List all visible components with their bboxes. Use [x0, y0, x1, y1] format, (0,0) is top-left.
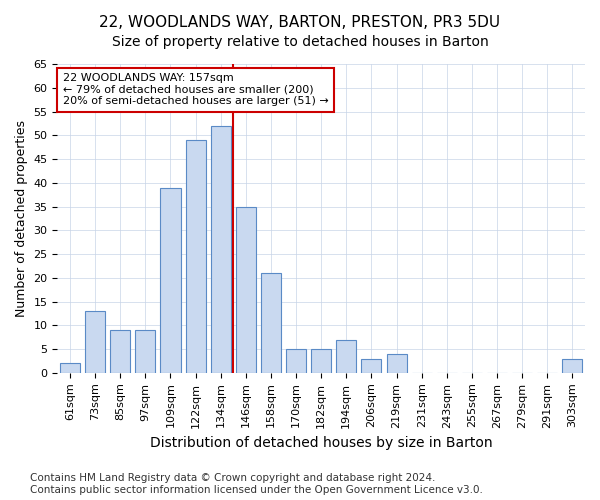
Bar: [160, 188, 181, 373]
Text: Contains HM Land Registry data © Crown copyright and database right 2024.
Contai: Contains HM Land Registry data © Crown c…: [30, 474, 483, 495]
Bar: [286, 349, 306, 373]
Bar: [110, 330, 130, 373]
Bar: [562, 358, 583, 373]
Bar: [85, 311, 105, 373]
Bar: [60, 364, 80, 373]
Bar: [261, 273, 281, 373]
Text: 22 WOODLANDS WAY: 157sqm
← 79% of detached houses are smaller (200)
20% of semi-: 22 WOODLANDS WAY: 157sqm ← 79% of detach…: [62, 74, 328, 106]
Bar: [386, 354, 407, 373]
Text: 22, WOODLANDS WAY, BARTON, PRESTON, PR3 5DU: 22, WOODLANDS WAY, BARTON, PRESTON, PR3 …: [100, 15, 500, 30]
Y-axis label: Number of detached properties: Number of detached properties: [15, 120, 28, 317]
Text: Size of property relative to detached houses in Barton: Size of property relative to detached ho…: [112, 35, 488, 49]
Bar: [311, 349, 331, 373]
Bar: [135, 330, 155, 373]
Bar: [336, 340, 356, 373]
Bar: [361, 358, 382, 373]
X-axis label: Distribution of detached houses by size in Barton: Distribution of detached houses by size …: [150, 436, 493, 450]
Bar: [236, 206, 256, 373]
Bar: [185, 140, 206, 373]
Bar: [211, 126, 231, 373]
